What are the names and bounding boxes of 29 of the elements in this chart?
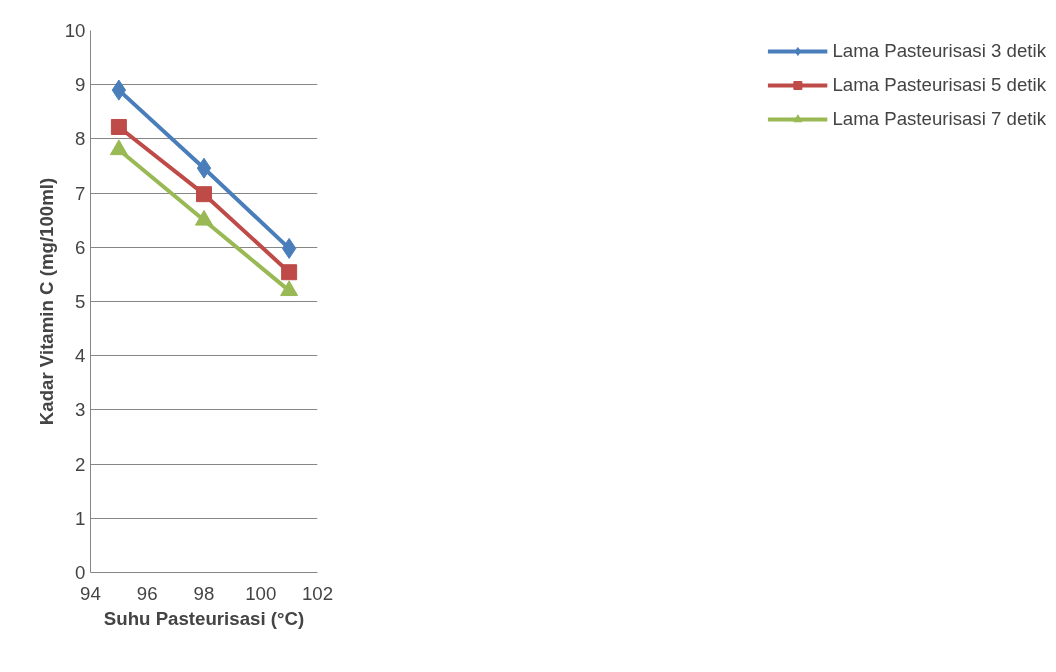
x-tick-label: 94: [80, 582, 101, 604]
y-tick-label: 3: [75, 399, 86, 421]
point: [196, 157, 212, 179]
legend-label: Lama Pasteurisasi 5 detik: [832, 74, 1046, 96]
y-tick-label: 2: [75, 453, 86, 475]
y-tick-label: 9: [75, 74, 86, 96]
point: [196, 186, 212, 203]
x-tick-label: 96: [136, 582, 158, 604]
y-tick-label: 10: [64, 20, 86, 41]
x-tick-label: 98: [193, 582, 215, 604]
legend-label: Lama Pasteurisasi 3 detik: [832, 40, 1046, 62]
point: [110, 118, 127, 135]
y-tick-label: 6: [75, 236, 86, 258]
point: [111, 79, 127, 101]
y-tick-label: 5: [75, 291, 86, 312]
y-tick-label: 1: [75, 507, 86, 529]
point: [280, 280, 299, 297]
y-tick-label: 0: [75, 562, 86, 583]
point: [281, 264, 298, 281]
y-tick-label: 4: [75, 345, 86, 367]
x-tick-label: 100: [245, 582, 277, 604]
point: [109, 139, 128, 156]
legend-label: Lama Pasteurisasi 7 detik: [832, 108, 1046, 130]
y-tick-label: 7: [75, 182, 86, 204]
y-tick-label: 8: [75, 128, 86, 150]
point: [281, 237, 297, 259]
x-tick-label: 102: [301, 582, 334, 604]
x-axis-title: Suhu Pasteurisasi (°C): [103, 607, 305, 629]
y-axis-title: Kadar Vitamin C (mg/100ml): [35, 177, 57, 426]
